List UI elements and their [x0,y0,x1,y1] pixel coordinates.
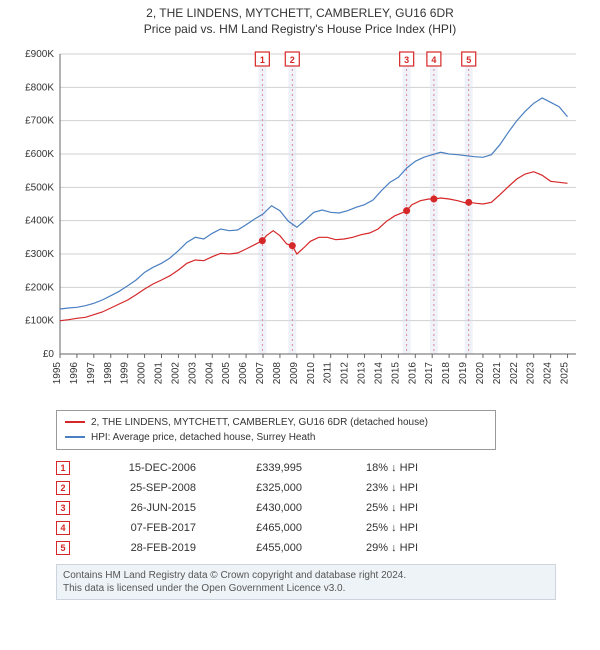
svg-text:2000: 2000 [137,361,148,384]
svg-text:5: 5 [466,55,471,65]
svg-text:£700K: £700K [25,115,54,126]
svg-text:1995: 1995 [52,361,63,384]
transaction-marker: 3 [56,501,70,515]
table-row: 4 07-FEB-2017 £465,000 25% ↓ HPI [56,518,590,538]
svg-text:1: 1 [260,55,265,65]
svg-text:£500K: £500K [25,182,54,193]
svg-text:2023: 2023 [526,361,537,384]
svg-text:2011: 2011 [323,361,334,383]
svg-text:2022: 2022 [509,361,520,384]
svg-text:1999: 1999 [120,361,131,384]
svg-text:2002: 2002 [170,361,181,384]
legend-label: 2, THE LINDENS, MYTCHETT, CAMBERLEY, GU1… [91,415,428,430]
svg-text:2019: 2019 [458,361,469,384]
svg-text:2004: 2004 [204,361,215,384]
svg-text:2012: 2012 [340,361,351,384]
svg-text:2013: 2013 [357,361,368,384]
svg-text:2: 2 [290,55,295,65]
transaction-diff: 25% ↓ HPI [328,502,418,514]
svg-text:£0: £0 [43,349,55,360]
transaction-marker: 5 [56,541,70,555]
transaction-price: £465,000 [222,522,302,534]
svg-text:2005: 2005 [221,361,232,384]
svg-text:2007: 2007 [255,361,266,384]
transaction-date: 25-SEP-2008 [96,482,196,494]
table-row: 5 28-FEB-2019 £455,000 29% ↓ HPI [56,538,590,558]
page-title: 2, THE LINDENS, MYTCHETT, CAMBERLEY, GU1… [10,6,590,22]
svg-text:4: 4 [431,55,436,65]
svg-text:2008: 2008 [272,361,283,384]
footer-line-2: This data is licensed under the Open Gov… [63,582,549,595]
legend-item: 2, THE LINDENS, MYTCHETT, CAMBERLEY, GU1… [65,415,487,430]
price-chart: £0 £100K £200K £300K £400K £500K £600K £700K £80… [10,44,590,404]
svg-text:2009: 2009 [289,361,300,384]
transaction-diff: 18% ↓ HPI [328,462,418,474]
svg-text:2024: 2024 [543,361,554,384]
legend: 2, THE LINDENS, MYTCHETT, CAMBERLEY, GU1… [56,410,496,450]
svg-text:2020: 2020 [475,361,486,384]
svg-text:£200K: £200K [25,282,54,293]
transaction-price: £430,000 [222,502,302,514]
footer-attribution: Contains HM Land Registry data © Crown c… [56,564,556,600]
svg-text:£800K: £800K [25,82,54,93]
footer-line-1: Contains HM Land Registry data © Crown c… [63,569,549,582]
transaction-diff: 25% ↓ HPI [328,522,418,534]
table-row: 2 25-SEP-2008 £325,000 23% ↓ HPI [56,478,590,498]
svg-text:2003: 2003 [187,361,198,384]
transaction-diff: 29% ↓ HPI [328,542,418,554]
svg-text:2016: 2016 [407,361,418,384]
transaction-date: 28-FEB-2019 [96,542,196,554]
svg-text:1998: 1998 [103,361,114,384]
svg-text:2025: 2025 [560,361,571,384]
transaction-table: 1 15-DEC-2006 £339,995 18% ↓ HPI 2 25-SEP-200… [56,458,590,558]
svg-text:2015: 2015 [390,361,401,384]
svg-text:2006: 2006 [238,361,249,384]
transaction-date: 07-FEB-2017 [96,522,196,534]
legend-label: HPI: Average price, detached house, Surr… [91,430,315,445]
svg-text:2018: 2018 [441,361,452,384]
transaction-marker: 4 [56,521,70,535]
transaction-price: £455,000 [222,542,302,554]
transaction-marker: 2 [56,481,70,495]
svg-text:2017: 2017 [424,361,435,384]
svg-text:£400K: £400K [25,215,54,226]
svg-text:3: 3 [404,55,409,65]
transaction-price: £325,000 [222,482,302,494]
transaction-diff: 23% ↓ HPI [328,482,418,494]
transaction-date: 15-DEC-2006 [96,462,196,474]
svg-text:2021: 2021 [492,361,503,384]
svg-text:£600K: £600K [25,149,54,160]
legend-swatch [65,436,85,438]
svg-text:1996: 1996 [69,361,80,384]
transaction-price: £339,995 [222,462,302,474]
page-subtitle: Price paid vs. HM Land Registry's House … [10,22,590,36]
table-row: 3 26-JUN-2015 £430,000 25% ↓ HPI [56,498,590,518]
transaction-marker: 1 [56,461,70,475]
svg-text:£300K: £300K [25,249,54,260]
svg-text:£100K: £100K [25,315,54,326]
legend-item: HPI: Average price, detached house, Surr… [65,430,487,445]
svg-text:2001: 2001 [154,361,165,384]
svg-text:1997: 1997 [86,361,97,384]
svg-text:2010: 2010 [306,361,317,384]
legend-swatch [65,421,85,423]
transaction-date: 26-JUN-2015 [96,502,196,514]
table-row: 1 15-DEC-2006 £339,995 18% ↓ HPI [56,458,590,478]
svg-text:2014: 2014 [373,361,384,384]
svg-text:£900K: £900K [25,49,54,60]
